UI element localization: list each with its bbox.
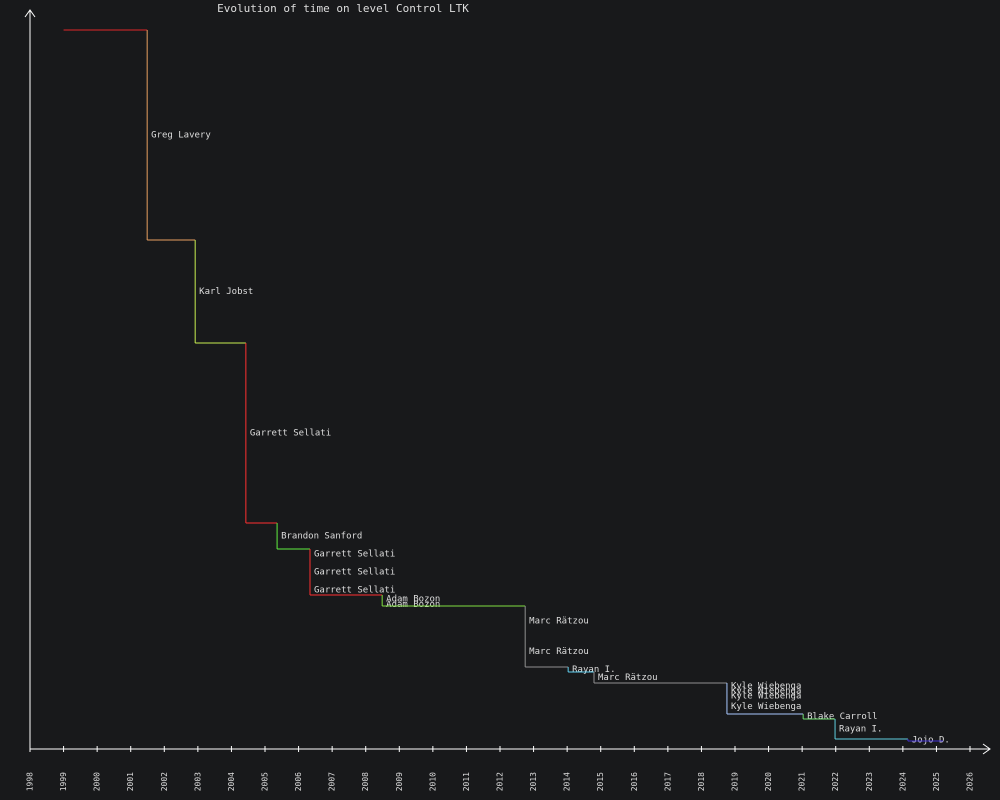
record-label: Marc Rätzou	[598, 673, 658, 683]
x-tick-label: 2023	[865, 772, 874, 791]
record-label: Blake Carroll	[807, 712, 877, 722]
x-tick-label: 2002	[160, 772, 169, 791]
x-tick-label: 2008	[361, 772, 370, 791]
record-label: Marc Rätzou	[529, 647, 589, 657]
x-tick-label: 2020	[764, 772, 773, 791]
record-label: Kyle Wiebenga	[731, 692, 801, 702]
record-label: Marc Rätzou	[529, 617, 589, 627]
record-label: Brandon Sanford	[281, 532, 362, 542]
x-tick-label: 2026	[966, 772, 975, 791]
x-tick-label: 2012	[496, 772, 505, 791]
x-tick-label: 2025	[932, 772, 941, 791]
record-label: Adam Bozon	[386, 600, 440, 610]
x-tick-label: 2003	[193, 772, 202, 791]
x-tick-label: 2011	[462, 772, 471, 791]
x-tick-label: 2009	[395, 772, 404, 791]
x-tick-label: 2021	[798, 772, 807, 791]
x-tick-label: 2022	[831, 772, 840, 791]
x-tick-label: 2019	[731, 772, 740, 791]
x-tick-label: 2014	[563, 772, 572, 791]
record-label: Garrett Sellati	[314, 568, 395, 578]
x-arrow	[982, 743, 991, 755]
record-label: Kyle Wiebenga	[731, 682, 801, 692]
record-label: Adam Bozon	[386, 595, 440, 605]
x-tick-label: 2004	[227, 772, 236, 791]
record-label: Karl Jobst	[199, 287, 253, 297]
x-tick-label: 2001	[126, 772, 135, 791]
chart-title: Evolution of time on level Control LTK	[217, 2, 469, 15]
x-tick-label: 2024	[898, 772, 907, 791]
record-label: Rayan I.	[572, 665, 615, 675]
x-tick-label: 2006	[294, 772, 303, 791]
x-tick-label: 2000	[93, 772, 102, 791]
record-label: Garrett Sellati	[250, 429, 331, 439]
x-tick-label: 1998	[26, 772, 35, 791]
x-tick-label: 2013	[529, 772, 538, 791]
x-tick-label: 2007	[328, 772, 337, 791]
record-label: Greg Lavery	[151, 131, 211, 141]
x-tick-label: 2015	[596, 772, 605, 791]
y-arrow	[24, 9, 36, 18]
record-label: Garrett Sellati	[314, 550, 395, 560]
record-label: Rayan I.	[839, 725, 882, 735]
x-tick-label: 1999	[59, 772, 68, 791]
record-label: Kyle Wiebenga	[731, 702, 801, 712]
x-tick-label: 2018	[697, 772, 706, 791]
x-tick-label: 2016	[630, 772, 639, 791]
record-label: Kyle Wiebenga	[731, 687, 801, 697]
x-tick-label: 2017	[663, 772, 672, 791]
record-label: Garrett Sellati	[314, 586, 395, 596]
x-tick-label: 2010	[428, 772, 437, 791]
x-tick-label: 2005	[261, 772, 270, 791]
